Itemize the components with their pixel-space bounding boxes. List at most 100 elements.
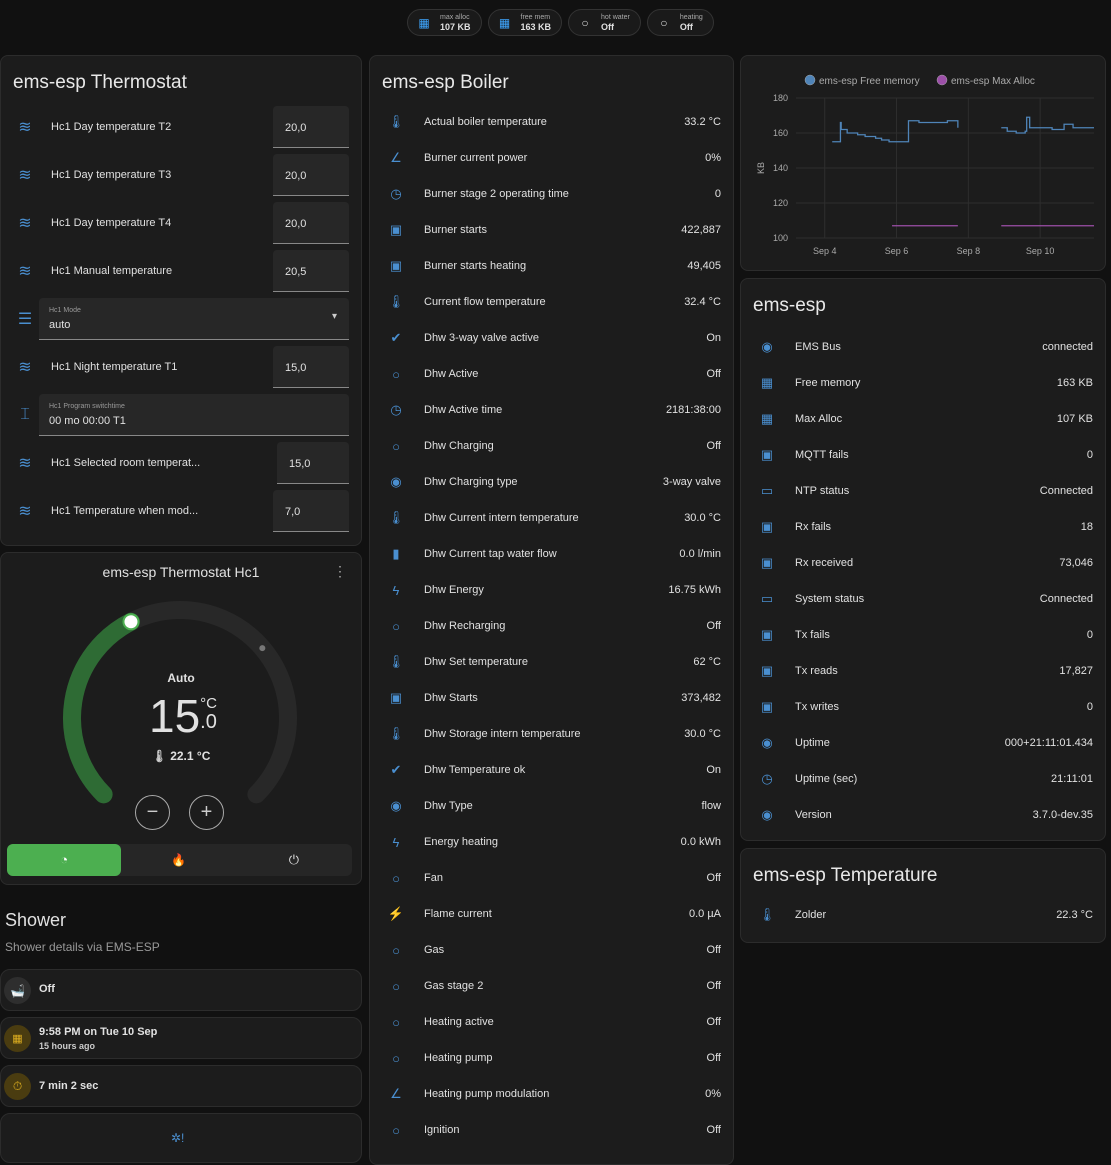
entity-row[interactable]: ▦ Max Alloc 107 KB bbox=[741, 401, 1105, 437]
entity-row[interactable]: ▣ MQTT fails 0 bbox=[741, 437, 1105, 473]
y-tick-label: 100 bbox=[773, 233, 788, 243]
more-options-icon[interactable]: ⋮ bbox=[333, 563, 347, 579]
eye-icon: ◉ bbox=[390, 474, 402, 489]
entity-row[interactable]: ○ Gas stage 2 Off bbox=[370, 968, 733, 1004]
entity-row[interactable]: ▣ Rx fails 18 bbox=[741, 509, 1105, 545]
shower-duration-chip[interactable]: ⏱ 7 min 2 sec bbox=[0, 1065, 362, 1107]
entity-value: Off bbox=[706, 620, 721, 632]
entity-row[interactable]: ◷ Burner stage 2 operating time 0 bbox=[370, 176, 733, 212]
entity-row[interactable]: ✔ Dhw Temperature ok On bbox=[370, 752, 733, 788]
number-input[interactable]: 20,0 bbox=[273, 106, 349, 148]
card-title: ems-esp Boiler bbox=[382, 72, 509, 93]
entity-row[interactable]: ▣ Burner starts heating 49,405 bbox=[370, 248, 733, 284]
counter-icon: ▣ bbox=[760, 555, 774, 570]
entity-row[interactable]: ▭ NTP status Connected bbox=[741, 473, 1105, 509]
entity-row[interactable]: ▣ Rx received 73,046 bbox=[741, 545, 1105, 581]
entity-row: ⌶ Hc1 Program switchtime 00 mo 00:00 T1 bbox=[1, 394, 361, 436]
entity-row[interactable]: ◉ Version 3.7.0-dev.35 bbox=[741, 797, 1105, 833]
entity-row[interactable]: ○ Ignition Off bbox=[370, 1112, 733, 1148]
chip-label: hot water bbox=[601, 13, 630, 21]
entity-label: Gas stage 2 bbox=[424, 980, 484, 992]
number-input[interactable]: 7,0 bbox=[273, 490, 349, 532]
alert-icon: ✲! bbox=[171, 1131, 185, 1145]
entity-row[interactable]: ○ Dhw Recharging Off bbox=[370, 608, 733, 644]
entity-row[interactable]: ▦ Free memory 163 KB bbox=[741, 365, 1105, 401]
number-input[interactable]: 20,0 bbox=[273, 202, 349, 244]
entity-row[interactable]: 🌡 Dhw Current intern temperature 30.0 °C bbox=[370, 500, 733, 536]
entity-row[interactable]: ○ Heating active Off bbox=[370, 1004, 733, 1040]
temperature-dial[interactable] bbox=[1, 593, 362, 833]
entity-row[interactable]: ⚡ Flame current 0.0 µA bbox=[370, 896, 733, 932]
entity-row[interactable]: ▣ Tx fails 0 bbox=[741, 617, 1105, 653]
entity-row[interactable]: ▭ System status Connected bbox=[741, 581, 1105, 617]
entity-row[interactable]: ◷ Dhw Active time 2181:38:00 bbox=[370, 392, 733, 428]
number-input[interactable]: 15,0 bbox=[273, 346, 349, 388]
entity-label: Hc1 Manual temperature bbox=[51, 265, 173, 277]
chip-free-mem[interactable]: ▦ free mem 163 KB bbox=[487, 9, 563, 36]
shower-last-chip[interactable]: ▦ 9:58 PM on Tue 10 Sep 15 hours ago bbox=[0, 1017, 362, 1059]
mode-auto-button[interactable]: ◔ bbox=[7, 844, 122, 876]
entity-row: ≋ Hc1 Day temperature T3 20,0 bbox=[1, 154, 361, 196]
mode-off-button[interactable]: ⏻ bbox=[288, 852, 299, 867]
entity-row[interactable]: ○ Heating pump Off bbox=[370, 1040, 733, 1076]
entity-row[interactable]: ▣ Dhw Starts 373,482 bbox=[370, 680, 733, 716]
entity-label: Dhw Set temperature bbox=[424, 656, 528, 668]
angle-icon: ∠ bbox=[390, 1086, 402, 1101]
chip-hot-water[interactable]: ○ hot water Off bbox=[568, 9, 641, 36]
counter-icon: ▣ bbox=[760, 663, 774, 678]
entity-row[interactable]: ▣ Tx reads 17,827 bbox=[741, 653, 1105, 689]
number-input[interactable]: 20,5 bbox=[273, 250, 349, 292]
entity-row[interactable]: ◉ EMS Bus connected bbox=[741, 329, 1105, 365]
entity-label: Tx reads bbox=[795, 665, 838, 677]
mode-heat-button[interactable]: 🔥 bbox=[171, 853, 186, 867]
entity-row[interactable]: ○ Fan Off bbox=[370, 860, 733, 896]
entity-label: Dhw Charging bbox=[424, 440, 494, 452]
entity-value: 0.0 l/min bbox=[679, 548, 721, 560]
number-input[interactable]: 20,0 bbox=[273, 154, 349, 196]
entity-label: Uptime (sec) bbox=[795, 773, 858, 785]
mode-select[interactable]: Hc1 Mode auto ▾ bbox=[39, 298, 349, 340]
increase-button[interactable]: + bbox=[189, 795, 224, 830]
shower-extra-chip[interactable]: ✲! bbox=[0, 1113, 362, 1163]
entity-row[interactable]: ▣ Tx writes 0 bbox=[741, 689, 1105, 725]
chip-heating[interactable]: ○ heating Off bbox=[646, 9, 714, 36]
shower-subtitle: Shower details via EMS-ESP bbox=[5, 940, 160, 954]
entity-value: 49,405 bbox=[687, 260, 721, 272]
legend-label: ems-esp Max Alloc bbox=[951, 76, 1035, 87]
counter-icon: ▣ bbox=[389, 222, 403, 237]
entity-row[interactable]: ✔ Dhw 3-way valve active On bbox=[370, 320, 733, 356]
entity-label: Energy heating bbox=[424, 836, 498, 848]
entity-row[interactable]: ○ Gas Off bbox=[370, 932, 733, 968]
eye-icon: ◉ bbox=[761, 807, 773, 822]
entity-row[interactable]: 🌡 Dhw Set temperature 62 °C bbox=[370, 644, 733, 680]
entity-row[interactable]: 🌡 Current flow temperature 32.4 °C bbox=[370, 284, 733, 320]
decrease-button[interactable]: − bbox=[135, 795, 170, 830]
entity-row[interactable]: ▮ Dhw Current tap water flow 0.0 l/min bbox=[370, 536, 733, 572]
circle-outline-icon: ○ bbox=[392, 438, 400, 454]
entity-label: Hc1 Day temperature T4 bbox=[51, 217, 172, 229]
entity-value: connected bbox=[1042, 341, 1093, 353]
entity-row[interactable]: ○ Dhw Active Off bbox=[370, 356, 733, 392]
entity-row[interactable]: ◉ Dhw Charging type 3-way valve bbox=[370, 464, 733, 500]
entity-row[interactable]: ◉ Uptime 000+21:11:01.434 bbox=[741, 725, 1105, 761]
chip-max-alloc[interactable]: ▦ max alloc 107 KB bbox=[407, 9, 482, 36]
entity-row[interactable]: ∠ Burner current power 0% bbox=[370, 140, 733, 176]
shower-state-chip[interactable]: 🛁 Off bbox=[0, 969, 362, 1011]
entity-row[interactable]: ○ Dhw Charging Off bbox=[370, 428, 733, 464]
entity-row[interactable]: ◉ Dhw Type flow bbox=[370, 788, 733, 824]
entity-row[interactable]: 🌡 Dhw Storage intern temperature 30.0 °C bbox=[370, 716, 733, 752]
water-pump-icon: ▮ bbox=[392, 546, 400, 561]
entity-row[interactable]: ϟ Energy heating 0.0 kWh bbox=[370, 824, 733, 860]
text-input[interactable]: Hc1 Program switchtime 00 mo 00:00 T1 bbox=[39, 394, 349, 436]
entity-row[interactable]: ∠ Heating pump modulation 0% bbox=[370, 1076, 733, 1112]
entity-label: Dhw Storage intern temperature bbox=[424, 728, 581, 740]
entity-row[interactable]: 🌡 Actual boiler temperature 33.2 °C bbox=[370, 104, 733, 140]
entity-row[interactable]: ▣ Burner starts 422,887 bbox=[370, 212, 733, 248]
entity-label: Free memory bbox=[795, 377, 861, 389]
entity-row[interactable]: ◷ Uptime (sec) 21:11:01 bbox=[741, 761, 1105, 797]
dial-handle[interactable] bbox=[122, 613, 140, 631]
entity-row[interactable]: 🌡 Zolder 22.3 °C bbox=[741, 897, 1105, 933]
field-value: 00 mo 00:00 T1 bbox=[49, 415, 126, 427]
entity-row[interactable]: ϟ Dhw Energy 16.75 kWh bbox=[370, 572, 733, 608]
number-input[interactable]: 15,0 bbox=[277, 442, 349, 484]
